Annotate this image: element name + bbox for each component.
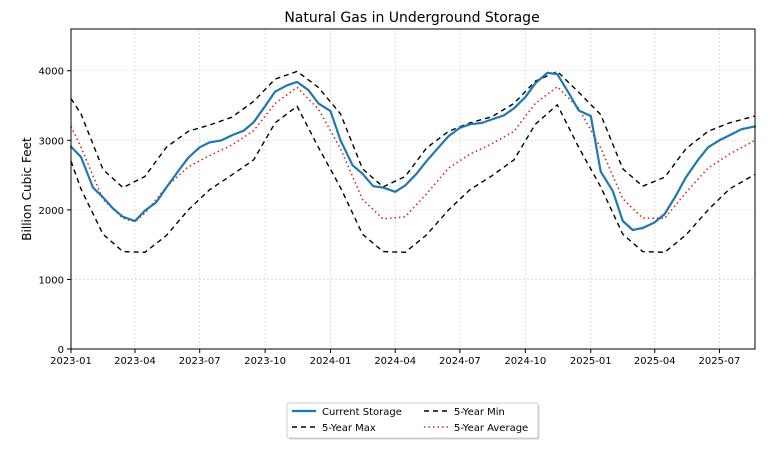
x-axis-ticks: 2023-01 2023-04 2023-07 2023-10 2024-01 2024-… bbox=[50, 349, 740, 367]
legend-label: 5-Year Max bbox=[322, 423, 376, 434]
x-tick-label: 2024-04 bbox=[374, 356, 416, 367]
legend-label: 5-Year Average bbox=[454, 423, 528, 434]
y-tick-label: 3000 bbox=[39, 136, 64, 147]
y-tick-label: 0 bbox=[58, 345, 64, 356]
series-layer bbox=[69, 70, 757, 253]
y-axis-ticks: 0 1000 2000 3000 4000 bbox=[39, 67, 71, 356]
x-tick-label: 2024-10 bbox=[504, 356, 546, 367]
x-tick-label: 2023-10 bbox=[244, 356, 286, 367]
x-tick-label: 2024-01 bbox=[310, 356, 352, 367]
plot-frame bbox=[70, 28, 756, 350]
x-tick-label: 2025-04 bbox=[634, 356, 676, 367]
y-tick-label: 2000 bbox=[39, 206, 64, 217]
x-tick-label: 2023-01 bbox=[50, 356, 92, 367]
x-tick-label: 2025-07 bbox=[699, 356, 741, 367]
series-line-5-year-max bbox=[70, 70, 756, 189]
legend: Current Storage 5-Year Max 5-Year Min 5-Yea… bbox=[286, 402, 540, 440]
series-line-5-year-min bbox=[70, 104, 756, 253]
x-tick-label: 2025-01 bbox=[570, 356, 612, 367]
x-tick-label: 2024-07 bbox=[439, 356, 481, 367]
x-tick-label: 2023-07 bbox=[179, 356, 221, 367]
y-tick-label: 1000 bbox=[39, 275, 64, 286]
legend-label: 5-Year Min bbox=[454, 407, 505, 418]
x-tick-label: 2023-04 bbox=[114, 356, 156, 367]
legend-label: Current Storage bbox=[322, 407, 402, 418]
chart-title: Natural Gas in Underground Storage bbox=[284, 10, 539, 26]
series-line-5-year-average bbox=[70, 85, 756, 223]
series-line-current-storage bbox=[69, 71, 757, 232]
grid bbox=[70, 29, 755, 350]
y-tick-label: 4000 bbox=[39, 67, 64, 78]
legend-box bbox=[286, 402, 539, 439]
y-axis-label: Billion Cubic Feet bbox=[20, 137, 34, 241]
